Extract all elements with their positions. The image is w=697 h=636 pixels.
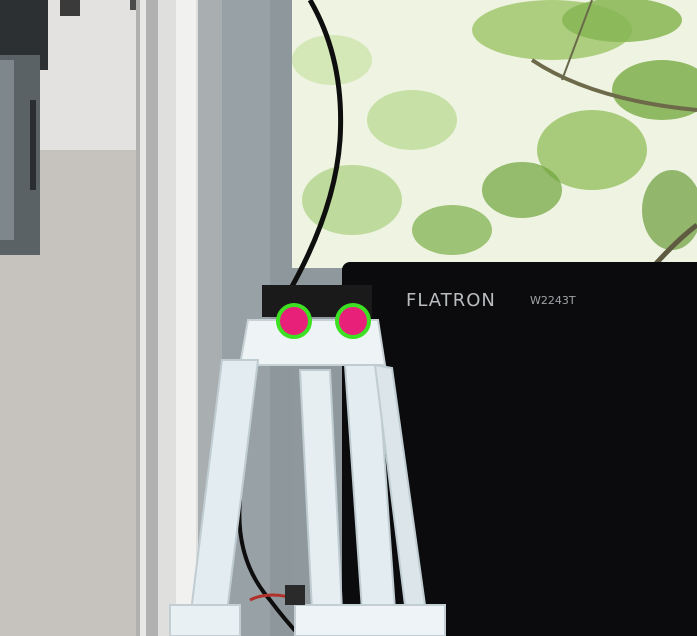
window-foliage-background [292, 0, 697, 268]
left-wall-scene [0, 0, 294, 636]
foliage-illustration [292, 0, 697, 268]
monitor-brand-label: FLATRON [406, 290, 496, 311]
monitor-model-label: W2243T [530, 294, 576, 307]
marker-right [335, 303, 371, 339]
marker-left [276, 303, 312, 339]
